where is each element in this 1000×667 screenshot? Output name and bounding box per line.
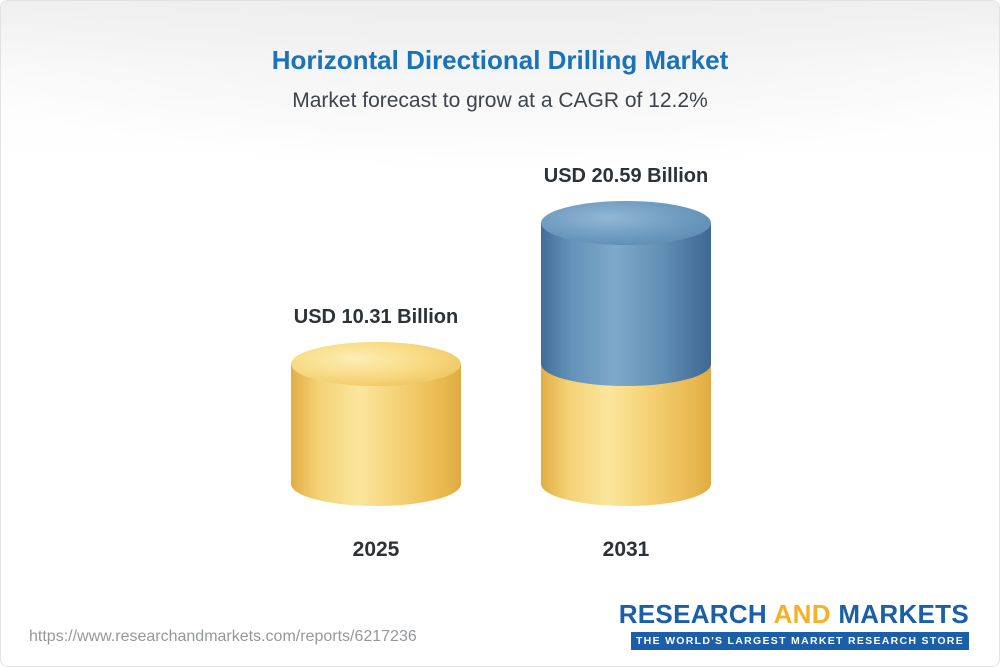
bar-2031-lower — [541, 364, 711, 506]
chart-subtitle: Market forecast to grow at a CAGR of 12.… — [292, 89, 708, 112]
logo-tagline: THE WORLD'S LARGEST MARKET RESEARCH STOR… — [630, 632, 969, 650]
logo-word-markets: MARKETS — [838, 599, 969, 629]
bar-2025-body — [291, 364, 461, 506]
value-label-2025: USD 10.31 Billion — [293, 306, 459, 328]
logo-word-research: RESEARCH — [618, 599, 768, 629]
year-label-2025: 2025 — [352, 538, 400, 561]
bar-2031-cap — [541, 201, 711, 245]
logo-word-and: AND — [773, 599, 831, 629]
bar-2025-cap — [291, 342, 461, 386]
year-label-2031: 2031 — [602, 538, 650, 561]
chart-title: Horizontal Directional Drilling Market — [271, 45, 729, 75]
report-url-link[interactable]: https://www.researchandmarkets.com/repor… — [29, 628, 417, 645]
research-and-markets-logo: RESEARCH AND MARKETS THE WORLD'S LARGEST… — [619, 599, 969, 650]
bar-2031-upper — [541, 223, 711, 386]
logo-wordmark: RESEARCH AND MARKETS — [619, 599, 969, 630]
value-label-2031: USD 20.59 Billion — [543, 165, 709, 187]
